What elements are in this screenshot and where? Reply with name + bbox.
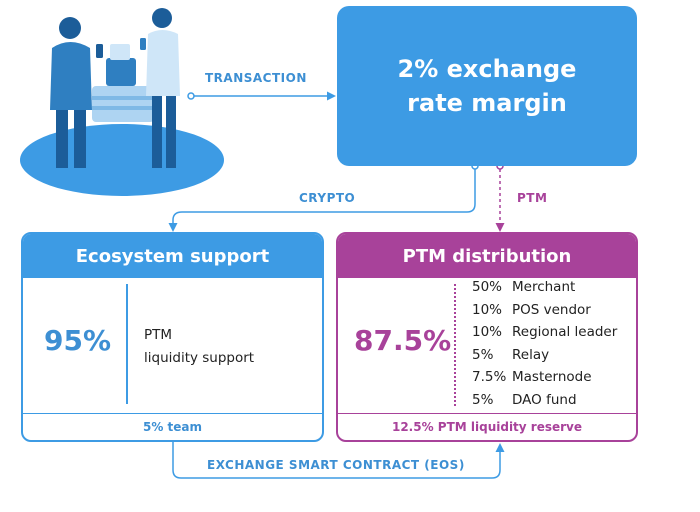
distribution-item: 7.5% Masternode xyxy=(472,369,592,385)
distribution-percent: 87.5% xyxy=(354,324,452,357)
distribution-divider xyxy=(454,284,456,406)
transaction-label: TRANSACTION xyxy=(205,71,307,85)
ecosystem-support-card: Ecosystem support 95% PTM liquidity supp… xyxy=(21,232,324,442)
ecosystem-desc-line2: liquidity support xyxy=(144,350,255,366)
ecosystem-divider xyxy=(126,284,128,404)
distribution-item: 10% Regional leader xyxy=(472,324,618,340)
exchange-contract-label: EXCHANGE SMART CONTRACT (EOS) xyxy=(207,458,465,472)
ptm-distribution-title: PTM distribution xyxy=(338,234,636,278)
ptm-distribution-card: PTM distribution 87.5% 50% Merchant 10% PO… xyxy=(336,232,638,442)
crypto-label: CRYPTO xyxy=(299,191,356,205)
distribution-item: 5% DAO fund xyxy=(472,392,577,408)
ecosystem-support-title: Ecosystem support xyxy=(23,234,322,278)
distribution-item: 10% POS vendor xyxy=(472,302,591,318)
exchange-margin-line2: rate margin xyxy=(407,89,567,117)
team-footer: 5% team xyxy=(23,413,322,440)
exchange-margin-box: 2% exchange rate margin xyxy=(337,6,637,166)
ecosystem-desc-line1: PTM xyxy=(144,327,173,343)
distribution-item: 50% Merchant xyxy=(472,279,576,295)
exchange-margin-line1: 2% exchange xyxy=(397,55,577,83)
ptm-flow-label: PTM xyxy=(517,191,548,205)
pos-transaction-illustration xyxy=(20,8,224,196)
ecosystem-percent: 95% xyxy=(44,324,112,357)
liquidity-reserve-footer: 12.5% PTM liquidity reserve xyxy=(338,413,636,440)
distribution-item: 5% Relay xyxy=(472,347,550,363)
